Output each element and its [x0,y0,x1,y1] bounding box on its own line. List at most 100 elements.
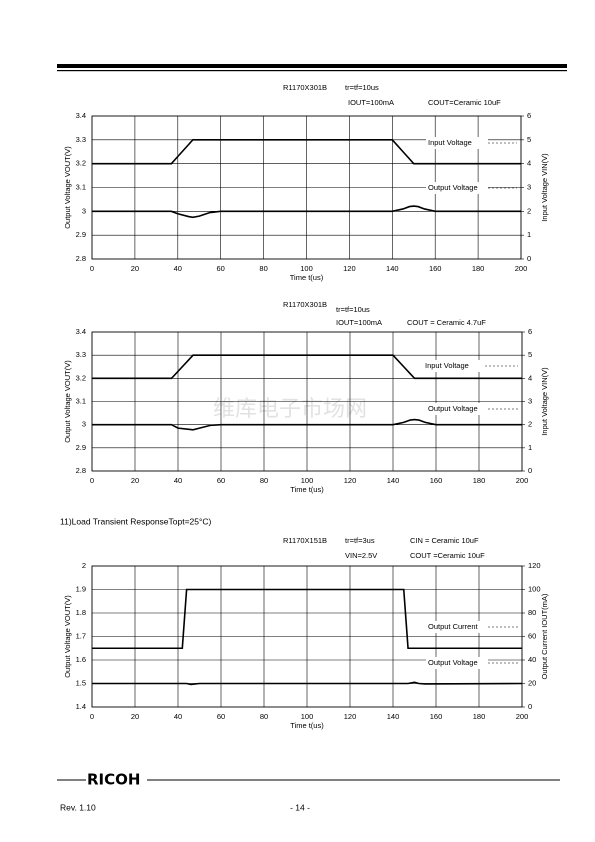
x-tick-label: 60 [217,712,225,721]
series-line [92,139,521,165]
x-tick-label: 60 [217,476,225,485]
watermark: 维库电子市场网 [213,396,367,421]
annotation: COUT=Ceramic 10uF [428,98,501,107]
x-tick-label: 80 [260,712,268,721]
x-tick-label: 160 [429,264,442,273]
x-tick-label: 160 [430,712,443,721]
y2-tick-label: 40 [528,655,536,664]
y-tick-label: 2.9 [76,443,86,452]
x-tick-label: 0 [90,264,94,273]
series-label: Input Voltage [425,361,469,370]
y-tick-label: 3.2 [76,159,86,168]
x-tick-label: 180 [472,264,485,273]
x-axis-label: Time t(us) [290,273,324,282]
x-tick-label: 120 [344,476,357,485]
annotation: VIN=2.5V [345,551,377,560]
plot-frame [91,331,523,472]
logo: RICOH [87,771,140,789]
x-tick-label: 100 [300,264,313,273]
x-tick-label: 200 [516,476,529,485]
x-tick-label: 60 [217,264,225,273]
series-label-box [426,403,488,415]
y-axis-label: Output Voltage VOUT(V) [63,595,72,678]
page-number: - 14 - [290,802,310,812]
y2-tick-label: 20 [528,678,536,687]
y2-tick-label: 120 [528,561,541,570]
series-label-box [426,657,488,669]
x-tick-label: 120 [344,712,357,721]
series-line [92,588,522,650]
header-rule [57,70,567,72]
x-tick-label: 80 [259,264,267,273]
x-tick-label: 180 [473,476,486,485]
x-tick-label: 40 [174,476,182,485]
x-tick-label: 180 [473,712,486,721]
revision: Rev. 1.10 [60,802,96,812]
y-tick-label: 1.7 [76,631,86,640]
x-tick-label: 140 [386,264,399,273]
x-tick-label: 20 [131,264,139,273]
annotation: tr=tf=10us [336,305,370,314]
x-tick-label: 80 [260,476,268,485]
y-axis-label: Output Voltage VOUT(V) [63,146,72,229]
x-axis-label: Time t(us) [290,721,324,730]
y2-axis-label: Input Voltage VIN(V) [540,153,549,222]
series-line [92,681,523,686]
y2-tick-label: 60 [528,631,536,640]
y-tick-label: 3 [82,206,86,215]
y2-tick-label: 0 [528,702,532,711]
y2-tick-label: 5 [527,135,531,144]
annotation: R1170X301B [283,300,327,309]
y-tick-label: 1.9 [76,584,86,593]
y2-tick-label: 0 [527,254,531,263]
annotation: IOUT=100mA [348,98,394,107]
series-label: Output Voltage [428,658,478,667]
plot-frame [91,115,522,260]
y-tick-label: 2.8 [76,254,86,263]
series-line [92,418,522,431]
y2-tick-label: 1 [528,443,532,452]
series-label-box [426,137,488,149]
y2-tick-label: 80 [528,608,536,617]
annotation: COUT = Ceramic 4.7uF [407,318,486,327]
series-label: Output Voltage [428,183,478,192]
series-label-box [426,182,488,194]
x-tick-label: 100 [301,476,314,485]
x-tick-label: 20 [131,712,139,721]
y2-tick-label: 0 [528,466,532,475]
y2-tick-label: 100 [528,584,541,593]
x-tick-label: 0 [90,712,94,721]
y2-tick-label: 1 [527,230,531,239]
y2-tick-label: 2 [527,206,531,215]
y2-tick-label: 4 [528,373,532,382]
y-axis-label: Output Voltage VOUT(V) [63,360,72,443]
x-tick-label: 120 [343,264,356,273]
x-tick-label: 40 [174,712,182,721]
y-tick-label: 3.4 [76,327,86,336]
annotation: R1170X151B [283,536,327,545]
annotation: CIN = Ceramic 10uF [410,536,479,545]
series-label: Input Voltage [428,138,472,147]
series-label: Output Current [428,622,479,631]
y-tick-label: 3.1 [76,182,86,191]
y-tick-label: 2.8 [76,466,86,475]
x-tick-label: 40 [174,264,182,273]
x-tick-label: 140 [387,476,400,485]
y2-tick-label: 3 [528,396,532,405]
y-tick-label: 3.3 [76,135,86,144]
annotation: COUT =Ceramic 10uF [410,551,485,560]
y2-tick-label: 6 [527,111,531,120]
y2-axis-label: Output Current IOUT(mA) [540,593,549,679]
y2-tick-label: 6 [528,327,532,336]
x-tick-label: 20 [131,476,139,485]
y2-tick-label: 4 [527,159,531,168]
series-label-box [423,360,485,372]
series-label: Output Voltage [428,404,478,413]
y-tick-label: 2 [82,561,86,570]
y-tick-label: 1.4 [76,702,86,711]
x-axis-label: Time t(us) [290,485,324,494]
section-title: 11)Load Transient ResponseTopt=25°C) [60,516,212,526]
y-tick-label: 3.3 [76,350,86,359]
